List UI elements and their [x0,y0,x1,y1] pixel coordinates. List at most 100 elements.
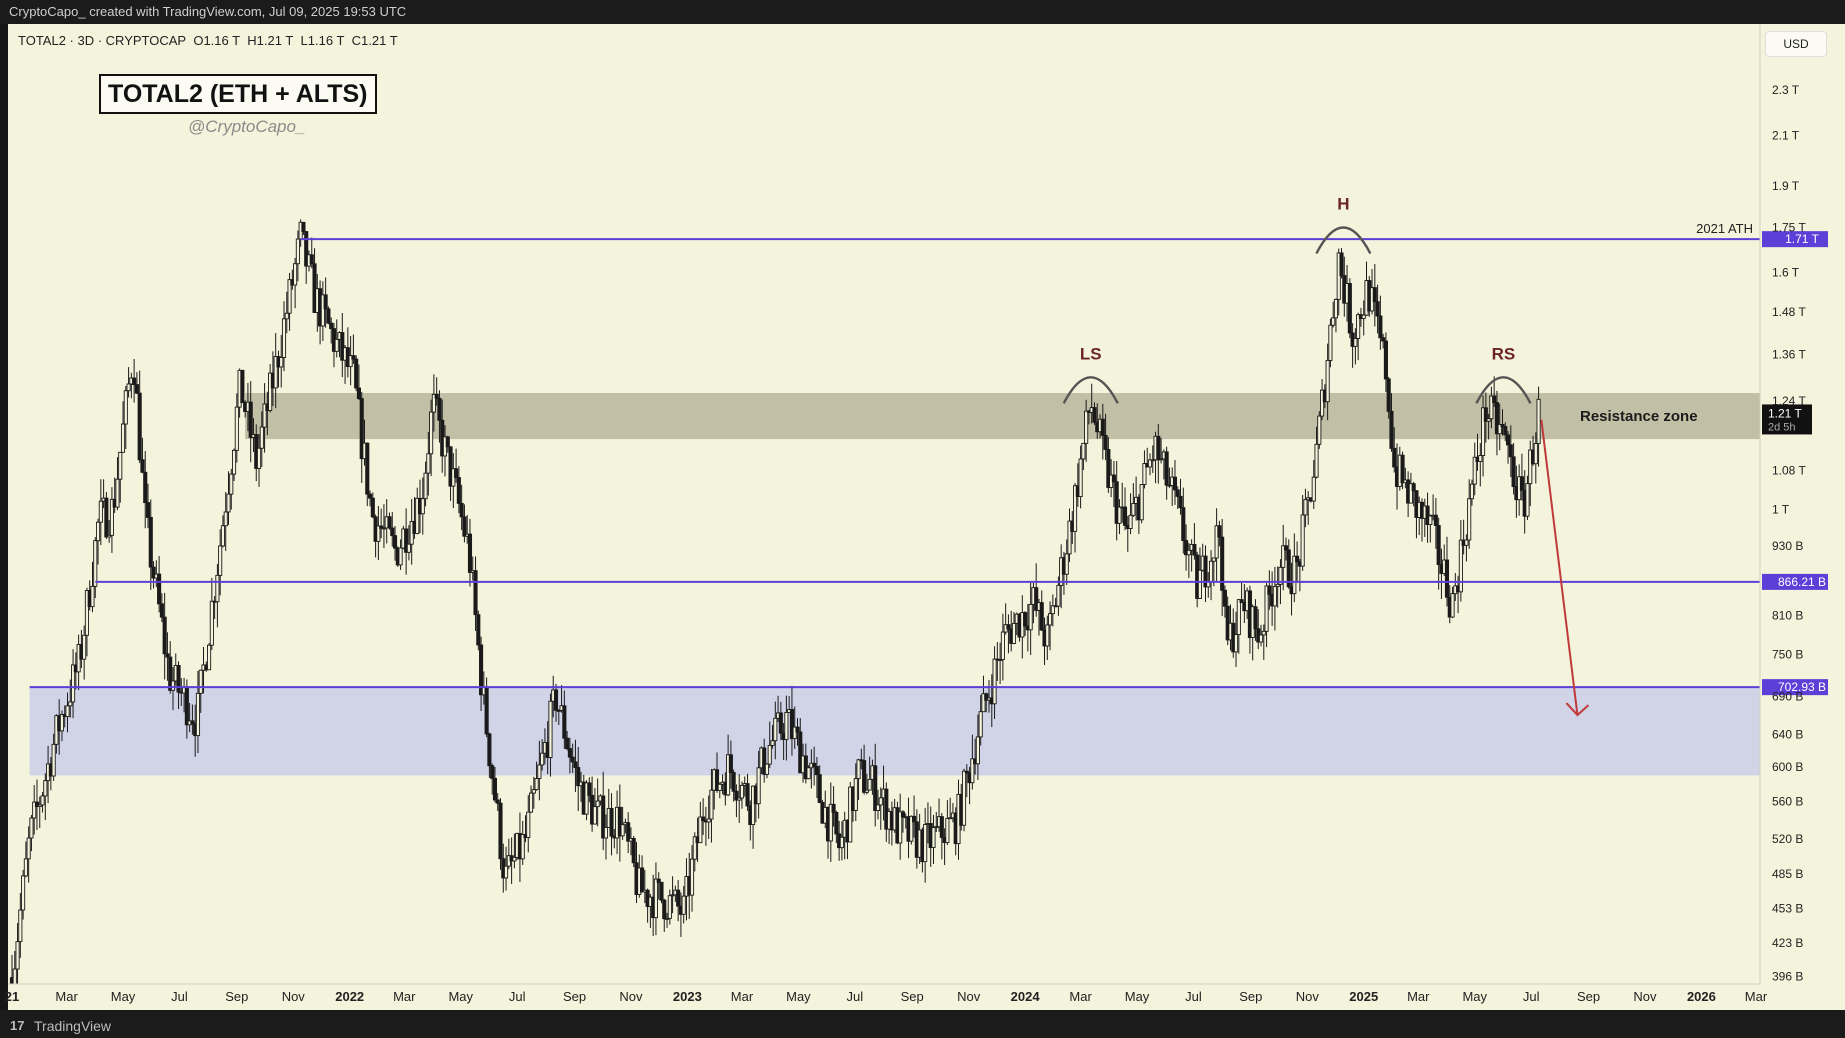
candle-body [662,899,667,920]
y-tick-label: 1.6 T [1772,266,1800,280]
candle-body [1056,584,1061,607]
candle-body [1159,458,1164,461]
x-tick-label: 2024 [1011,989,1041,1004]
candle-body [329,322,334,330]
level-tag [1762,679,1828,696]
candle-body [1336,252,1341,300]
candle-body [1503,426,1508,436]
candle-body [1450,593,1455,618]
candle-body [487,733,492,767]
candle-body [406,543,411,553]
candle-body [476,614,481,646]
y-tick-label: 750 B [1772,647,1803,661]
candle-body [1467,498,1472,541]
x-tick-label: Jul [171,989,188,1004]
candle-body [745,783,750,807]
candle-body [448,446,453,487]
candle-body [323,294,328,310]
candle-body [82,634,87,660]
pattern-layer: LS H RS [1062,195,1590,717]
candle-body [1331,317,1336,326]
candle-body [537,764,542,780]
candle-body [862,760,867,793]
candle-body [1486,418,1491,422]
candle-body [1464,539,1469,546]
candle-body [867,778,872,791]
candle-body [1489,395,1494,420]
candle-body [359,398,364,460]
candle-body [1328,324,1333,361]
candle-body [1314,443,1319,478]
chart-subtitle: @CryptoCapo_ [188,117,306,136]
candle-body [90,585,95,608]
y-tick-label: 1.75 T [1772,221,1806,235]
candle-body [262,403,267,428]
x-tick-label: 2025 [1349,989,1378,1004]
candle-body [706,818,711,823]
candle-body [1028,603,1033,631]
x-tick-label: Nov [619,989,643,1004]
candle-body [587,782,592,796]
candle-body [912,815,917,823]
candle-body [570,756,575,763]
candle-body [356,387,361,399]
candle-body [259,426,264,449]
candle-body [123,390,128,425]
candle-body [1073,485,1078,532]
candle-body [964,770,969,774]
candle-body [1131,503,1136,516]
pattern-label: H [1337,195,1349,214]
candle-body [1150,459,1155,462]
candle-body [1505,434,1511,446]
candle-body [681,895,686,915]
candle-body [540,752,545,766]
candle-body [462,516,467,537]
candle-body [1217,525,1222,538]
candle-body [492,777,498,801]
candle-body [520,834,525,860]
candle-body [340,332,345,361]
chart-canvas[interactable]: Resistance zone 1.71 T 2021 ATH 866.21 B 70… [0,0,1845,1010]
candle-body [1508,444,1513,458]
candle-body [26,837,31,860]
candle-body [95,521,101,542]
candle-body [1078,458,1083,497]
candle-body [1064,553,1069,575]
candle-body [923,824,928,863]
candle-body [1436,525,1441,565]
candle-body [1320,389,1325,417]
candle-body [1034,587,1039,611]
candle-body [751,785,756,826]
ohlc-high: H1.21 T [247,33,294,48]
candle-body [595,800,600,808]
candle-body [454,468,459,478]
candle-body [143,471,148,504]
candle-body [1184,540,1189,556]
candle-body [23,858,28,877]
candle-body [207,644,212,671]
level-tag [1762,573,1828,590]
candle-body [220,525,225,547]
candle-body [1128,514,1133,529]
candle-body [828,803,833,842]
candle-body [134,384,139,394]
candle-body [379,525,384,529]
candle-body [420,498,425,515]
candle-body [1444,559,1450,598]
candle-body [584,782,589,815]
candle-body [1050,605,1055,615]
candle-body [848,786,853,843]
ohlc-close: C1.21 T [351,33,398,48]
candle-body [709,789,714,820]
candle-body [234,406,239,451]
ohlc-open: O1.16 T [193,33,241,48]
candle-body [728,754,733,773]
candle-body [1483,407,1488,422]
currency-button[interactable]: USD [1765,31,1827,57]
candle-body [93,540,98,587]
candle-body [68,701,73,707]
resistance-zone-label: Resistance zone [1580,408,1698,425]
candle-body [978,711,983,738]
candle-body [1233,634,1239,653]
candle-body [1472,456,1477,485]
